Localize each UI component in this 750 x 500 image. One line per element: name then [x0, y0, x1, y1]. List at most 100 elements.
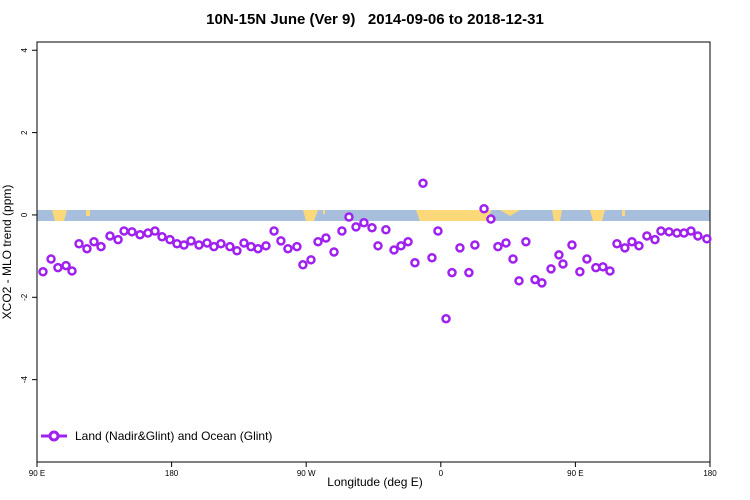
data-point: [389, 245, 399, 255]
data-point: [508, 254, 518, 264]
data-point: [634, 241, 644, 251]
y-tick-label: -2: [20, 293, 29, 301]
data-point: [410, 257, 420, 268]
x-tick-label: 180: [703, 469, 717, 478]
data-point: [127, 227, 137, 237]
data-point: [620, 243, 630, 253]
data-point: [329, 247, 339, 257]
legend-label: Land (Nadir&Glint) and Ocean (Glint): [75, 429, 272, 443]
data-point: [479, 204, 489, 214]
data-point: [642, 231, 652, 241]
x-tick-label: 0: [439, 469, 444, 478]
chart-title: 10N-15N June (Ver 9) 2014-09-06 to 2018-…: [206, 11, 544, 28]
x-tick-label: 90 E: [567, 469, 583, 478]
data-point: [179, 240, 189, 250]
data-point: [650, 234, 660, 245]
data-point: [46, 254, 56, 264]
x-tick-label: 90 E: [29, 469, 45, 478]
data-point: [321, 233, 331, 243]
data-point: [470, 240, 480, 250]
y-tick-label: 4: [20, 47, 29, 52]
data-point: [202, 238, 212, 248]
data-point: [575, 267, 585, 277]
data-point: [381, 225, 391, 235]
data-point: [441, 313, 451, 324]
data-point: [702, 234, 712, 244]
data-point: [521, 236, 531, 247]
data-point: [292, 241, 302, 252]
data-point: [501, 238, 511, 248]
data-point: [367, 222, 377, 233]
legend-marker: [48, 430, 60, 442]
data-point: [686, 226, 696, 236]
data-point: [447, 267, 457, 278]
data-point: [359, 218, 369, 228]
x-tick-label: 90 W: [297, 469, 316, 478]
data-point: [554, 250, 564, 260]
land-ocean-mask: [37, 210, 710, 221]
data-point: [627, 236, 637, 247]
data-point: [464, 267, 474, 278]
y-axis-label: XCO2 - MLO trend (ppm): [0, 185, 14, 320]
data-point: [119, 226, 129, 236]
data-point: [313, 236, 323, 247]
data-point: [656, 226, 666, 236]
data-point: [582, 254, 592, 264]
legend: Land (Nadir&Glint) and Ocean (Glint): [41, 429, 272, 443]
data-point: [105, 231, 115, 241]
data-point: [194, 240, 204, 250]
data-point: [186, 236, 196, 246]
data-point: [433, 226, 443, 236]
data-point: [96, 241, 106, 252]
data-point: [337, 226, 347, 236]
data-point: [239, 238, 249, 248]
data-point: [269, 226, 279, 236]
x-axis-label: Longitude (deg E): [327, 475, 422, 489]
data-point: [135, 229, 145, 240]
data-point: [693, 231, 703, 241]
data-point: [216, 239, 226, 249]
data-point: [276, 236, 286, 246]
data-point: [113, 234, 123, 245]
data-point: [165, 234, 175, 245]
y-tick-label: -4: [20, 376, 29, 384]
y-tick-label: 0: [20, 212, 29, 217]
data-point: [403, 236, 413, 247]
data-point: [150, 226, 160, 236]
data-point: [396, 241, 406, 251]
data-point: [567, 240, 577, 250]
data-point: [283, 243, 293, 254]
data-point: [605, 266, 615, 276]
data-point: [664, 227, 674, 237]
y-tick-label: 2: [20, 130, 29, 135]
data-point: [232, 246, 242, 256]
data-point: [61, 260, 71, 271]
data-point: [514, 276, 524, 286]
data-point: [418, 178, 428, 188]
data-point: [253, 243, 263, 254]
data-point: [558, 259, 568, 269]
data-point: [546, 264, 556, 274]
data-point: [261, 241, 271, 251]
data-point: [612, 239, 622, 249]
data-point: [486, 214, 496, 224]
data-point: [455, 243, 465, 253]
data-point: [67, 266, 77, 276]
x-tick-label: 180: [165, 469, 179, 478]
data-point: [74, 239, 84, 249]
plot-frame: [36, 41, 711, 463]
data-point: [298, 260, 308, 270]
data-point: [351, 222, 361, 232]
data-point: [157, 232, 167, 242]
data-point: [427, 253, 437, 263]
data-point: [344, 212, 354, 222]
data-point: [537, 278, 547, 288]
data-point: [373, 241, 383, 251]
data-point: [493, 241, 503, 252]
data-point: [38, 267, 48, 277]
data-point: [225, 241, 235, 252]
data-point: [598, 262, 608, 272]
data-point: [89, 236, 99, 247]
data-point: [306, 255, 316, 265]
